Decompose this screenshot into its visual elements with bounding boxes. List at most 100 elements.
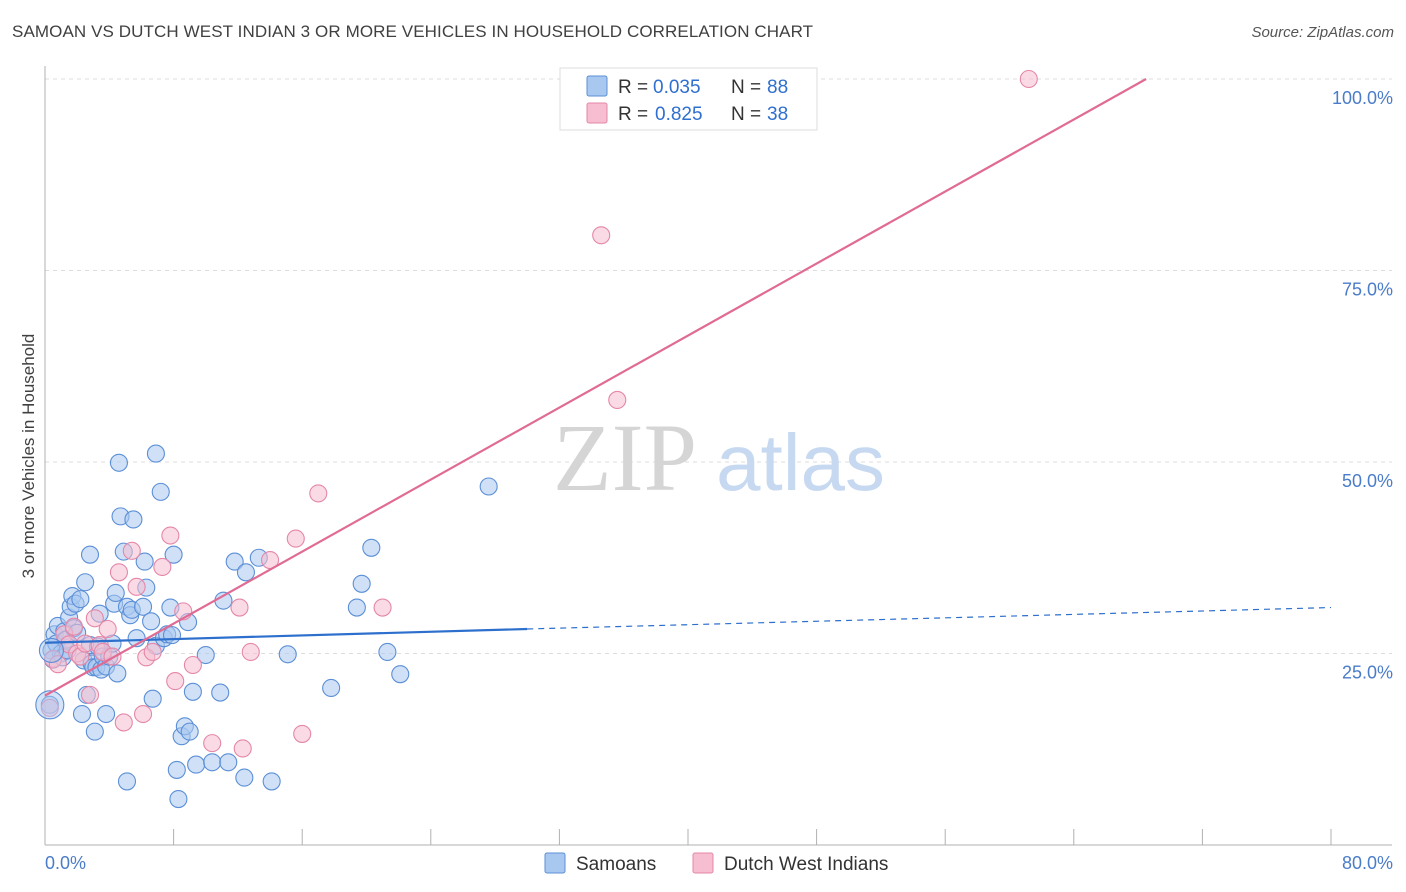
source-label: Source: ZipAtlas.com: [1251, 24, 1394, 41]
samoans-point: [347, 598, 366, 617]
trend-lines: [44, 78, 1332, 697]
chart-title: SAMOAN VS DUTCH WEST INDIAN 3 OR MORE VE…: [12, 22, 814, 41]
samoans-point: [124, 510, 143, 529]
samoans-point: [35, 690, 65, 720]
dutch-west-indians-point: [183, 655, 202, 675]
samoans-point: [211, 683, 230, 702]
samoans-point: [109, 453, 128, 472]
y-tick-label: 50.0%: [1342, 471, 1393, 491]
dutch-west-indians-point: [134, 704, 153, 724]
legend-n-label-samoans: N =: [731, 77, 761, 98]
watermark-atlas: atlas: [716, 418, 885, 507]
bottom-legend-label-dutch-west-indians: Dutch West Indians: [724, 854, 888, 875]
bottom-legend-swatch-samoans: [544, 852, 566, 874]
samoans-point: [180, 722, 199, 741]
samoans-point: [167, 760, 186, 779]
samoans-point: [196, 645, 215, 665]
legend: R = 0.035 N = 88 R = 0.825 N = 38: [559, 67, 818, 131]
dutch-west-indians-point: [127, 577, 146, 596]
legend-n-value-dutch-west-indians: 38: [767, 104, 788, 125]
samoans-point: [134, 597, 153, 616]
samoans-point: [142, 612, 161, 631]
dutch-west-indians-point: [293, 724, 312, 743]
data-points: [35, 69, 1038, 809]
dutch-west-indians-point: [85, 609, 104, 628]
samoans-point: [162, 626, 182, 645]
x-tick-label: 0.0%: [45, 853, 86, 873]
dutch-west-indians-point: [230, 598, 249, 617]
legend-n-label-dutch-west-indians: N =: [731, 104, 761, 125]
dutch-west-indians-point: [64, 617, 83, 636]
samoans-point: [236, 563, 255, 582]
dutch-west-indians-point: [166, 672, 185, 691]
legend-r-value-samoans: 0.035: [653, 77, 701, 98]
dutch-west-indians-point: [203, 734, 222, 753]
legend-r-value-dutch-west-indians: 0.825: [655, 104, 703, 125]
dutch-west-indians-point: [122, 541, 141, 560]
samoans-point: [378, 642, 397, 662]
legend-r-label-dutch-west-indians: R =: [618, 104, 648, 125]
samoans-point: [169, 789, 188, 809]
legend-swatch-samoans: [586, 75, 608, 97]
dutch-west-indians-point: [608, 390, 627, 410]
samoans-point: [164, 545, 183, 564]
x-tick-label: 80.0%: [1342, 853, 1393, 873]
dutch-west-indians-trend-line: [44, 78, 1147, 697]
samoans-point: [183, 682, 202, 701]
samoans-point: [38, 637, 64, 663]
y-tick-label: 25.0%: [1342, 663, 1393, 683]
dutch-west-indians-point: [80, 685, 100, 704]
dutch-west-indians-point: [592, 226, 611, 245]
dutch-west-indians-point: [233, 739, 252, 758]
dutch-west-indians-point: [109, 563, 128, 582]
dutch-west-indians-point: [98, 619, 117, 639]
samoans-point: [322, 678, 341, 698]
samoans-point: [391, 665, 410, 684]
dutch-west-indians-point: [286, 529, 305, 548]
bottom-legend-label-samoans: Samoans: [576, 854, 656, 875]
samoans-point: [146, 444, 165, 463]
samoans-point: [106, 583, 125, 603]
y-axis-title: 3 or more Vehicles in Household: [19, 334, 38, 579]
samoans-point: [72, 704, 92, 724]
samoans-point: [235, 768, 254, 787]
samoans-point: [219, 753, 238, 772]
samoans-point: [151, 482, 170, 501]
samoans-trend-line: [44, 627, 528, 644]
dutch-west-indians-point: [161, 526, 180, 545]
dutch-west-indians-point: [373, 598, 392, 617]
samoans-point: [352, 574, 371, 593]
samoans-point: [143, 689, 162, 708]
y-tick-label: 75.0%: [1342, 280, 1393, 300]
samoans-point: [117, 772, 137, 791]
bottom-legend-swatch-dutch-west-indians: [692, 852, 714, 874]
legend-r-label-samoans: R =: [618, 77, 648, 98]
legend-n-value-samoans: 88: [767, 77, 788, 98]
samoans-point: [278, 645, 297, 664]
tick-labels: 25.0% 50.0% 75.0% 100.0% 0.0% 80.0%: [45, 88, 1393, 873]
watermark: ZIP atlas: [553, 404, 885, 511]
samoans-point: [203, 753, 222, 772]
legend-swatch-dutch-west-indians: [586, 102, 608, 124]
dutch-west-indians-point: [309, 484, 328, 503]
dutch-west-indians-point: [153, 557, 172, 576]
samoans-point: [108, 664, 127, 683]
y-tick-label: 100.0%: [1332, 88, 1393, 108]
dutch-west-indians-point: [1019, 69, 1038, 89]
samoans-point: [187, 755, 206, 774]
samoans-point: [479, 477, 498, 496]
samoans-point: [76, 573, 95, 592]
watermark-zip: ZIP: [553, 404, 697, 511]
samoans-trend-line-extension: [527, 606, 1332, 630]
bottom-legend: Samoans Dutch West Indians: [544, 852, 888, 875]
samoans-point: [71, 590, 90, 609]
samoans-point: [225, 552, 244, 571]
samoans-point: [262, 772, 281, 791]
samoans-point: [97, 704, 116, 724]
samoans-point: [85, 722, 104, 741]
dutch-west-indians-point: [143, 642, 162, 662]
dutch-west-indians-point: [114, 713, 133, 732]
samoans-point: [362, 538, 381, 557]
samoans-point: [135, 552, 154, 571]
